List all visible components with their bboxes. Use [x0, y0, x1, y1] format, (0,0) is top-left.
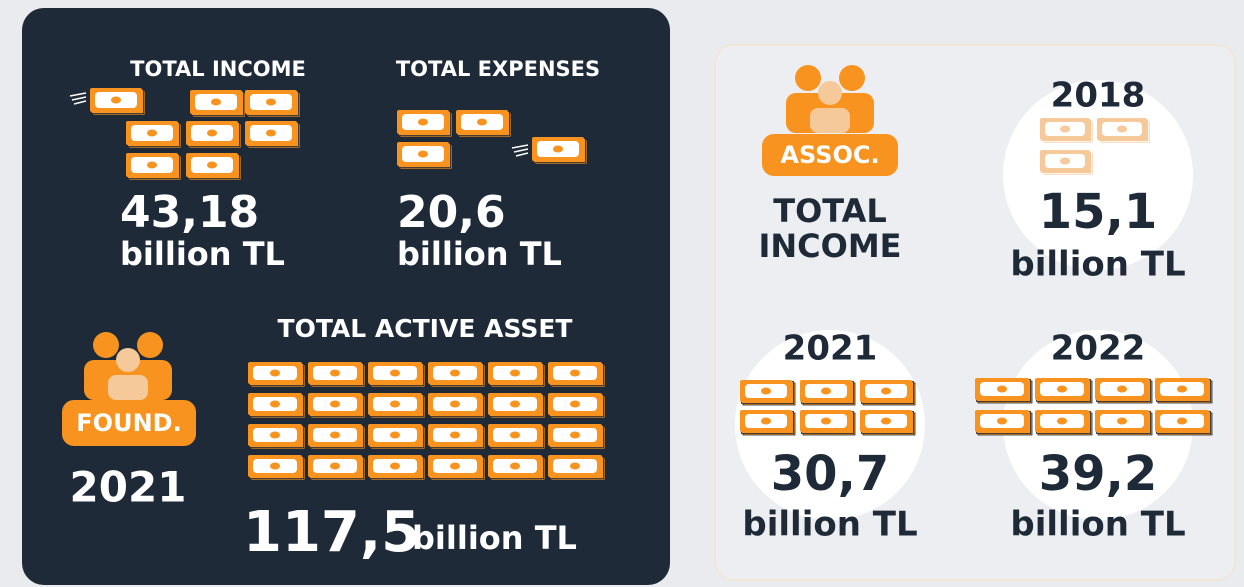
income-title: TOTAL INCOME [130, 57, 306, 81]
person-body [108, 375, 148, 400]
person-head [818, 81, 842, 105]
bill-icon [428, 424, 486, 450]
bill-icon [1097, 118, 1151, 144]
person-head [116, 348, 140, 372]
bill-icon [428, 455, 486, 481]
assoc-title: INCOME [758, 227, 901, 265]
bill-icon [126, 121, 182, 149]
bill-icon [456, 110, 512, 138]
assoc-title: TOTAL [773, 192, 887, 230]
speed-line [71, 96, 87, 101]
bill-icon [308, 424, 366, 450]
bill-icon [186, 153, 242, 181]
year-value: 39,2 [1039, 446, 1157, 502]
bill-icon [368, 424, 426, 450]
badge [62, 400, 196, 446]
bill-icon [186, 121, 242, 149]
bill-icon [548, 362, 606, 388]
badge-label: FOUND. [76, 409, 181, 437]
bill-icon [368, 455, 426, 481]
bill-icon [488, 424, 546, 450]
bill-icon [1155, 410, 1213, 436]
bill-icon [245, 90, 301, 118]
bill-icon [397, 142, 453, 170]
bill-icon [860, 380, 916, 406]
bill-icon [308, 362, 366, 388]
income-value: 43,18 [120, 187, 259, 238]
year-label: 2021 [783, 329, 878, 369]
badge-label: ASSOC. [780, 141, 879, 169]
bill-icon [488, 362, 546, 388]
bill-icon [1035, 410, 1093, 436]
found-year: 2021 [70, 463, 187, 512]
bill-icon [1040, 118, 1094, 144]
expenses-value: 20,6 [397, 187, 506, 238]
bill-icon [428, 393, 486, 419]
bill-icon [368, 362, 426, 388]
income-unit: billion TL [120, 235, 285, 273]
bill-icon [248, 424, 306, 450]
bill-icon [1095, 378, 1153, 404]
bill-icon [1095, 410, 1153, 436]
bill-icon [248, 455, 306, 481]
bill-icon [397, 110, 453, 138]
bill-icon [308, 393, 366, 419]
bill-icon [800, 410, 856, 436]
expenses-title: TOTAL EXPENSES [396, 57, 600, 81]
person-head [839, 65, 865, 91]
bill-icon [245, 121, 301, 149]
expenses-unit: billion TL [397, 235, 562, 273]
year-unit: billion TL [1010, 245, 1185, 285]
bill-icon [548, 393, 606, 419]
bill-icon [90, 88, 146, 116]
year-value: 15,1 [1039, 184, 1157, 240]
bill-icon [308, 455, 366, 481]
year-unit: billion TL [1010, 505, 1185, 545]
year-label: 2022 [1051, 329, 1146, 369]
person-body [810, 108, 850, 133]
badge [762, 134, 898, 176]
speed-line [513, 148, 529, 153]
year-label: 2018 [1051, 76, 1146, 116]
speed-line [515, 152, 529, 157]
bill-icon [1155, 378, 1213, 404]
bill-icon [548, 424, 606, 450]
assets-title: TOTAL ACTIVE ASSET [278, 314, 573, 343]
bill-icon [975, 410, 1033, 436]
bill-icon [532, 137, 588, 165]
speed-line [69, 92, 87, 97]
person-head [137, 332, 163, 358]
speed-line [73, 100, 87, 105]
bill-icon [248, 362, 306, 388]
bill-icon [1040, 150, 1094, 176]
bill-icon [740, 410, 796, 436]
bill-icon [1035, 378, 1093, 404]
bill-icon [248, 393, 306, 419]
person-head [795, 65, 821, 91]
year-value: 30,7 [771, 446, 889, 502]
bill-icon [548, 455, 606, 481]
bill-icon [126, 153, 182, 181]
bill-icon [428, 362, 486, 388]
year-unit: billion TL [742, 505, 917, 545]
bill-icon [740, 380, 796, 406]
bill-icon [975, 378, 1033, 404]
bill-icon [368, 393, 426, 419]
assets-unit: billion TL [412, 519, 577, 557]
person-head [93, 332, 119, 358]
bill-icon [800, 380, 856, 406]
bill-icon [860, 410, 916, 436]
bill-icon [190, 90, 246, 118]
bill-icon [488, 393, 546, 419]
speed-line [511, 144, 529, 149]
assets-value: 117,5 [243, 500, 420, 565]
bill-icon [488, 455, 546, 481]
